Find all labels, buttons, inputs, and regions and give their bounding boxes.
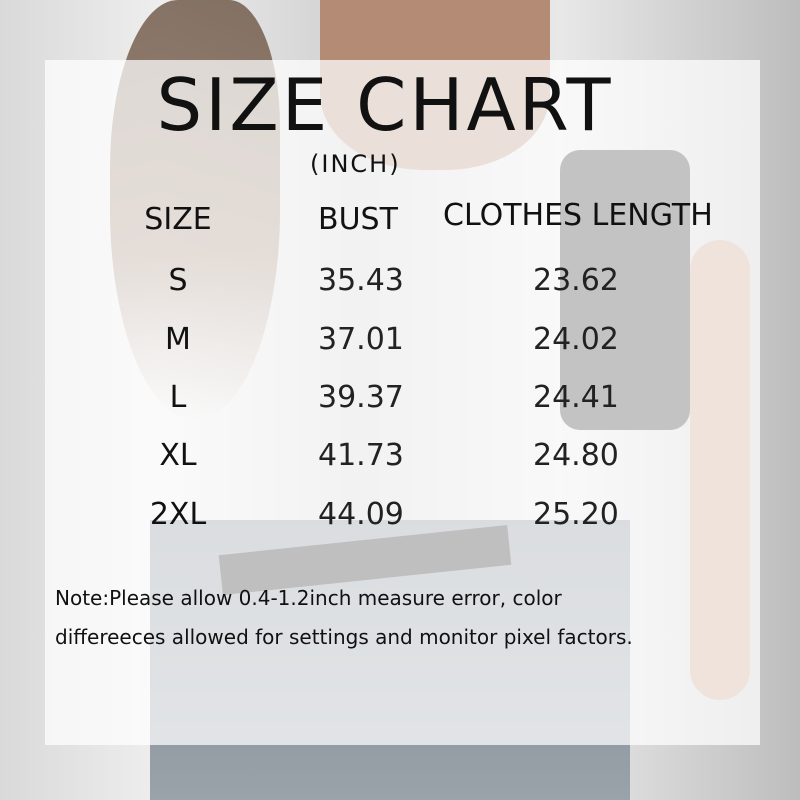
unit-label: (INCH): [310, 150, 401, 178]
bust-cell: 37.01: [318, 322, 404, 357]
chart-title: SIZE CHART: [156, 63, 614, 147]
size-cell: M: [165, 322, 191, 357]
bust-cell: 44.09: [318, 497, 404, 532]
note-line-1: Note:Please allow 0.4-1.2inch measure er…: [55, 586, 562, 610]
length-cell: 25.20: [533, 497, 619, 532]
size-cell: 2XL: [149, 497, 207, 532]
length-cell: 23.62: [533, 263, 619, 298]
header-clothes-length: CLOTHES LENGTH: [443, 198, 713, 233]
bust-cell: 35.43: [318, 263, 404, 298]
header-bust: BUST: [318, 202, 398, 237]
chart-overlay: [45, 60, 760, 745]
length-cell: 24.02: [533, 322, 619, 357]
bust-cell: 39.37: [318, 380, 404, 415]
header-size: SIZE: [144, 202, 212, 237]
length-cell: 24.80: [533, 438, 619, 473]
size-cell: S: [168, 263, 188, 298]
size-cell: L: [169, 380, 187, 415]
size-cell: XL: [159, 438, 197, 473]
note-line-2: differeeces allowed for settings and mon…: [55, 625, 633, 649]
length-cell: 24.41: [533, 380, 619, 415]
bust-cell: 41.73: [318, 438, 404, 473]
